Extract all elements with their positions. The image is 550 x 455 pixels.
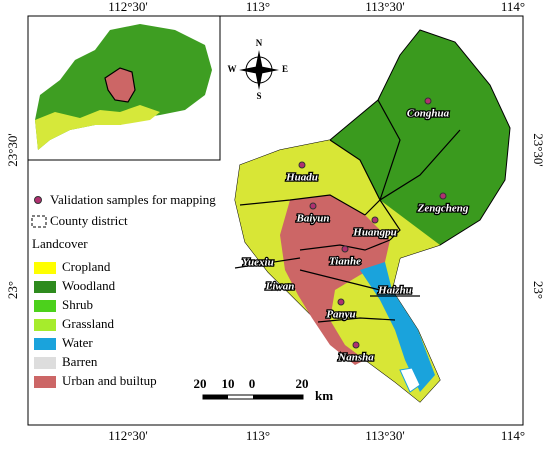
district-label: Conghua: [407, 108, 450, 120]
compass-letter: S: [256, 91, 261, 101]
lon-label-top: 114°: [501, 0, 525, 14]
compass-letter: W: [228, 64, 237, 74]
island: [399, 367, 421, 393]
legend-district: County district: [50, 213, 128, 228]
sample-point: [424, 97, 432, 105]
legend-swatch: [34, 376, 56, 388]
legend-swatch: [34, 281, 56, 293]
legend-title: Landcover: [32, 236, 88, 251]
scale-label: 20: [296, 376, 309, 391]
district-marker: [31, 215, 47, 228]
sample-point: [309, 202, 317, 210]
district-label: Nansha: [337, 352, 374, 364]
urban-area: [280, 195, 390, 365]
district-label: Liwan: [265, 281, 295, 293]
sample-point: [337, 298, 345, 306]
lon-label-bottom: 113°30': [365, 428, 405, 443]
district-label: Tianhe: [329, 256, 361, 268]
border: [299, 269, 396, 293]
legend-label: Water: [62, 335, 93, 350]
compass-star: [239, 50, 279, 90]
border: [317, 317, 396, 323]
sample-point: [341, 245, 349, 253]
scale-label: km: [315, 388, 333, 403]
border: [239, 194, 366, 216]
border: [377, 99, 401, 201]
legend-label: Barren: [62, 354, 98, 369]
lat-label-right: 23°30': [531, 133, 546, 167]
scale-label: 0: [249, 376, 256, 391]
sample-point: [439, 192, 447, 200]
legend-swatch: [34, 319, 56, 331]
legend-swatch: [34, 262, 56, 274]
lon-label-bottom: 112°30': [108, 428, 148, 443]
lat-label-left: 23°30': [5, 133, 20, 167]
scale-label: 10: [222, 376, 235, 391]
district-label: Yuexiu: [242, 257, 273, 269]
compass-letter: N: [256, 38, 263, 48]
compass-letter: E: [282, 64, 288, 74]
legend-label: Cropland: [62, 259, 111, 274]
legend-label: Shrub: [62, 297, 93, 312]
river: [360, 262, 435, 392]
compass: [239, 50, 279, 90]
district-label: Haizhu: [377, 285, 412, 297]
legend-swatch: [34, 357, 56, 369]
leader-line: [234, 257, 301, 269]
sample-marker: [34, 196, 42, 204]
border: [379, 129, 461, 201]
inset-guangzhou: [104, 67, 136, 103]
lat-label-left: 23°: [5, 281, 20, 299]
legend-label: Woodland: [62, 278, 116, 293]
district-label: Panyu: [326, 309, 355, 321]
sample-point: [371, 216, 379, 224]
legend-swatch: [34, 300, 56, 312]
scale-label: 20: [194, 376, 207, 391]
border: [329, 139, 381, 201]
lon-label-bottom: 114°: [501, 428, 525, 443]
district-borders: [239, 99, 461, 323]
border: [299, 239, 391, 251]
district-label: Zengcheng: [417, 203, 469, 215]
legend-label: Grassland: [62, 316, 114, 331]
lon-label-bottom: 113°: [246, 428, 270, 443]
legend-swatch: [34, 338, 56, 350]
scale-segment: [253, 395, 303, 399]
sample-point: [298, 161, 306, 169]
scale-segment: [203, 395, 228, 399]
lon-label-top: 113°: [246, 0, 270, 14]
district-label: Huangpu: [352, 227, 396, 239]
district-label: Huadu: [285, 172, 318, 184]
border: [364, 199, 401, 241]
sample-point: [352, 341, 360, 349]
legend-samples: Validation samples for mapping: [50, 192, 216, 207]
legend-label: Urban and builtup: [62, 373, 157, 388]
lat-label-right: 23°: [531, 281, 546, 299]
lon-label-top: 113°30': [365, 0, 405, 14]
lon-label-top: 112°30': [108, 0, 148, 14]
inset-lowland: [35, 105, 160, 150]
district-label: Baiyun: [295, 213, 329, 225]
